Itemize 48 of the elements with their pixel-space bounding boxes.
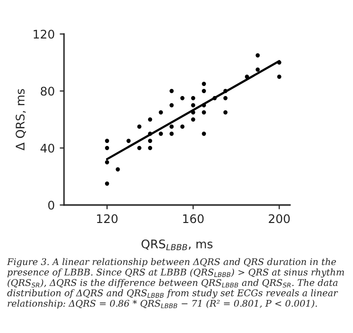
- point: [180, 96, 184, 100]
- point: [244, 74, 250, 79]
- y-axis-title: Δ QRS, ms: [16, 89, 26, 150]
- point: [170, 124, 174, 129]
- point: [202, 103, 206, 108]
- point: [180, 124, 184, 129]
- point: [148, 117, 152, 122]
- point: [191, 117, 196, 122]
- point: [148, 146, 152, 150]
- y-tick-label: 0: [48, 200, 54, 210]
- point: [277, 60, 282, 65]
- point: [202, 132, 206, 136]
- x-tick-label: 200: [268, 214, 290, 224]
- point: [104, 182, 110, 186]
- point: [202, 88, 206, 94]
- point: [170, 88, 174, 94]
- x-axis-title: QRS$_{LBBB}$, ms: [142, 239, 212, 250]
- point: [158, 110, 163, 114]
- point: [256, 53, 260, 58]
- point: [202, 110, 206, 114]
- point: [104, 138, 110, 143]
- point: [148, 138, 152, 143]
- point: [212, 96, 217, 100]
- point: [137, 124, 142, 129]
- point: [170, 132, 174, 136]
- point: [191, 103, 196, 108]
- point: [191, 96, 196, 100]
- point: [148, 132, 152, 136]
- y-tick-label: 120: [34, 30, 54, 39]
- text: Figure 3. A linear relationship between ΔQRS and QRS duration in the presence of LBBB. Since QRS at LBBB (QRS$_{LBBB}$) > QRS at sinus rhythm (QRS$_{SR}$), ΔQRS is the difference between QRS$_{LBBB}$ and QRS$_{SR}$. The data distribution of ΔQRS and QRS$_{LBBB}$ from study set ECGs reveals a linear relationship: ΔQRS = 0.86 * QRS$_{LBBB}$ − 71 (R² = 0.801, P < 0.001).: [6, 258, 344, 309]
- point: [104, 146, 110, 150]
- point: [104, 160, 110, 164]
- y-tick-label: 80: [40, 86, 54, 96]
- x-tick-label: 160: [183, 214, 204, 224]
- x-tick-label: 120: [97, 214, 118, 224]
- point: [158, 132, 163, 136]
- point: [116, 167, 120, 172]
- y-tick-label: 40: [40, 144, 54, 153]
- point: [277, 74, 282, 79]
- point: [202, 82, 206, 86]
- point: [126, 138, 131, 143]
- point: [256, 68, 260, 72]
- point: [223, 88, 228, 94]
- point: [137, 146, 142, 150]
- point: [223, 110, 228, 114]
- point: [191, 110, 196, 114]
- point: [223, 96, 228, 100]
- point: [170, 103, 174, 108]
